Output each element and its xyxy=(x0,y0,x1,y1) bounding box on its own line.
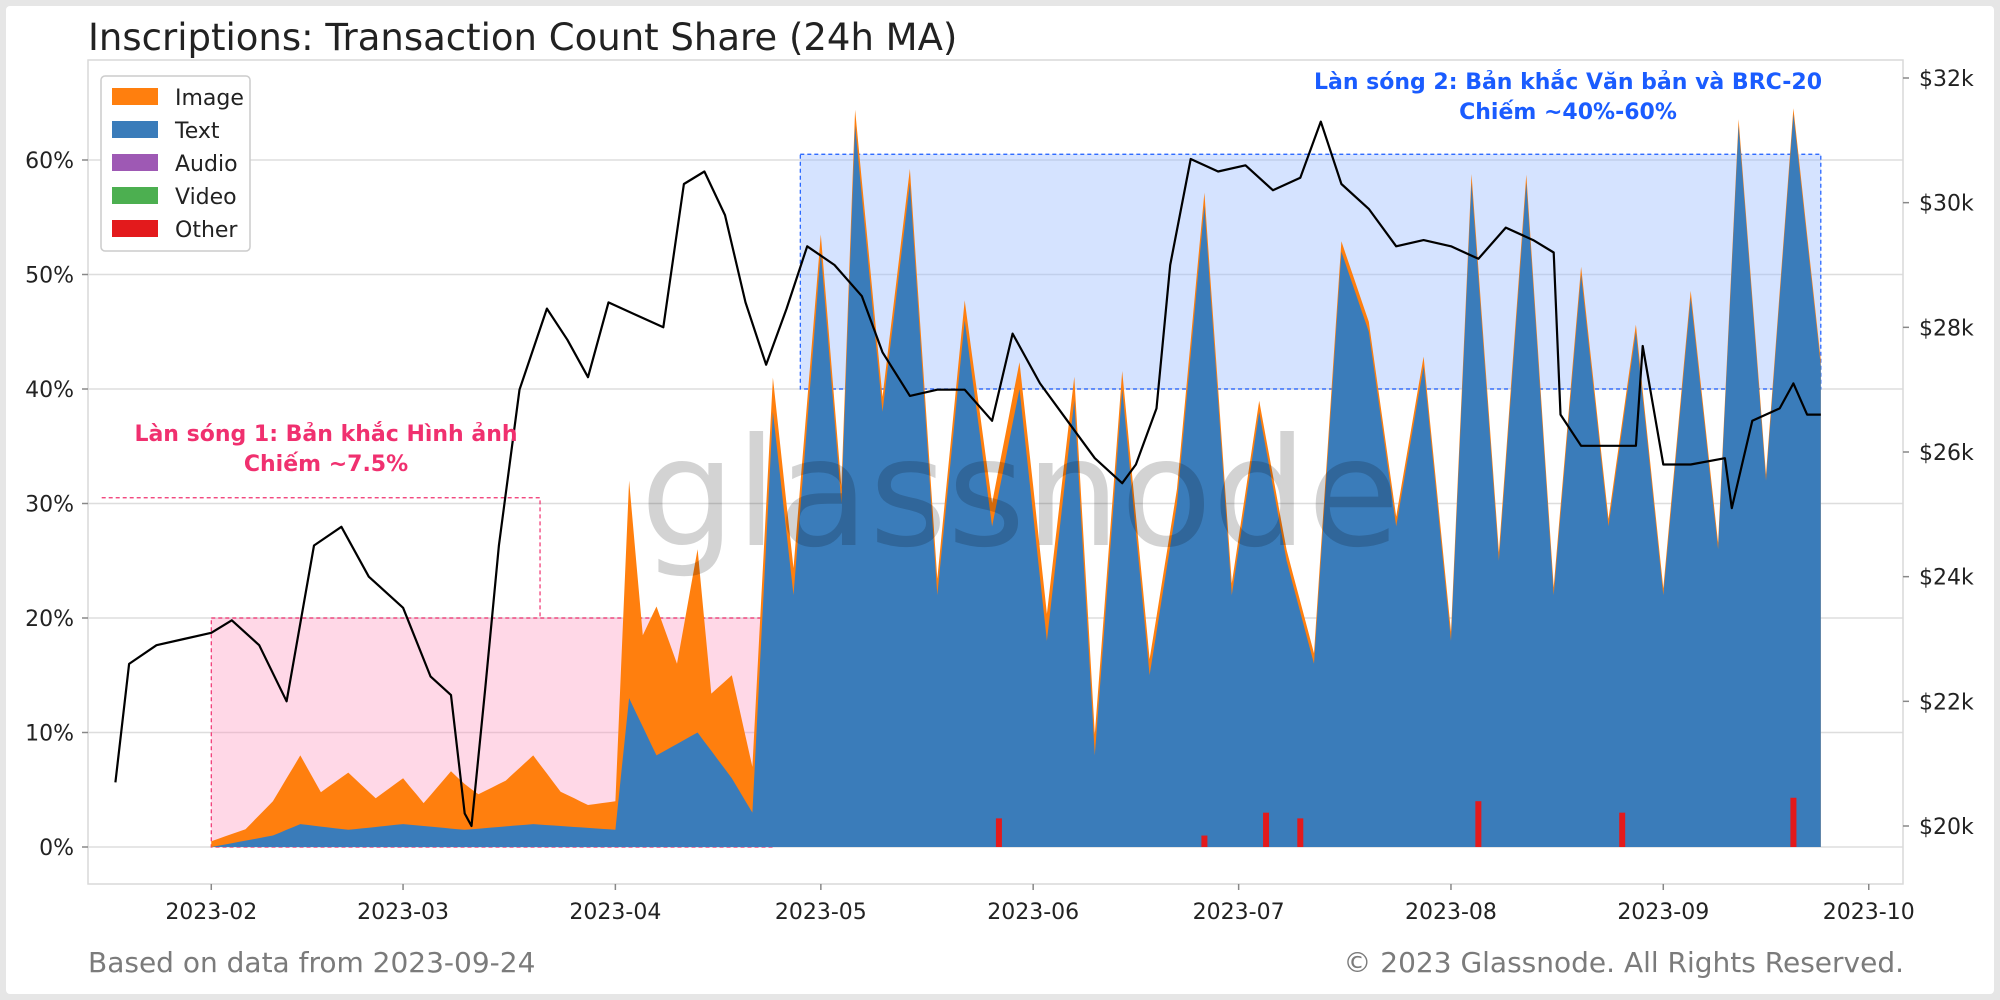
wave2-box xyxy=(799,153,1822,390)
legend-label-image: Image xyxy=(175,86,244,111)
wave1-label-line2: Chiếm ~7.5% xyxy=(244,452,408,477)
y-left-tick-label: 60% xyxy=(25,149,74,174)
series-other-bar xyxy=(1619,812,1626,847)
footer-source: Based on data from 2023-09-24 xyxy=(88,946,536,979)
x-tick-label: 2023-10 xyxy=(1823,900,1915,925)
wave2-annotation: Làn sóng 2: Bản khắc Văn bản và BRC-20 C… xyxy=(1314,69,1822,125)
series-other-bar xyxy=(1201,835,1208,847)
wave2-label-line2: Chiếm ~40%-60% xyxy=(1459,100,1677,125)
x-tick-label: 2023-09 xyxy=(1617,900,1709,925)
y-right-tick-label: $26k xyxy=(1919,441,1974,466)
wave2-label-line1: Làn sóng 2: Bản khắc Văn bản và BRC-20 xyxy=(1314,69,1822,95)
footer-copyright: © 2023 Glassnode. All Rights Reserved. xyxy=(1343,946,1904,979)
y-left-tick-label: 30% xyxy=(25,493,74,518)
y-left-tick-label: 40% xyxy=(25,378,74,403)
y-right-tick-label: $28k xyxy=(1919,316,1974,341)
x-tick-label: 2023-04 xyxy=(569,900,661,925)
wave1-label-line1: Làn sóng 1: Bản khắc Hình ảnh xyxy=(134,421,517,447)
legend-box xyxy=(100,75,251,252)
series-other-bar xyxy=(1297,818,1304,847)
legend-label-video: Video xyxy=(175,185,237,210)
price-line-group xyxy=(114,120,1821,828)
watermark: glassnode xyxy=(640,407,1399,581)
legend-label-other: Other xyxy=(175,218,238,243)
stacked-areas xyxy=(211,108,1821,848)
x-tick-label: 2023-08 xyxy=(1405,900,1497,925)
legend-swatch-audio xyxy=(112,154,158,171)
y-left-tick-label: 20% xyxy=(25,607,74,632)
legend-swatch-video xyxy=(112,187,158,204)
x-tick-label: 2023-05 xyxy=(775,900,867,925)
y-left-tick-label: 0% xyxy=(39,836,74,861)
legend-label-audio: Audio xyxy=(175,152,238,177)
price-line xyxy=(114,120,1821,828)
wave1-leader xyxy=(101,497,541,618)
y-right-tick-label: $20k xyxy=(1919,815,1974,840)
legend-swatch-other xyxy=(112,220,158,237)
x-tick-label: 2023-02 xyxy=(165,900,257,925)
x-tick-label: 2023-03 xyxy=(357,900,449,925)
y-left-tick-label: 50% xyxy=(25,264,74,289)
y-right-tick-label: $32k xyxy=(1919,67,1974,92)
y-right-tick-label: $24k xyxy=(1919,566,1974,591)
y-right-tick-label: $22k xyxy=(1919,690,1974,715)
plot-frame xyxy=(87,59,1904,885)
series-other-bar xyxy=(1790,797,1797,847)
series-other-bar xyxy=(1475,801,1482,847)
legend-swatch-text xyxy=(112,121,158,138)
wave1-annotation: Làn sóng 1: Bản khắc Hình ảnh Chiếm ~7.5… xyxy=(134,421,517,477)
y-left-tick-label: 10% xyxy=(25,722,74,747)
y-right-tick-label: $30k xyxy=(1919,192,1974,217)
series-other-bar xyxy=(995,818,1002,847)
series-text-area xyxy=(211,114,1821,847)
axis-ticks: 0% 10% 20% 30% 40% 50% 60% $20k $22k $24k $26k $28k… xyxy=(25,67,1974,925)
x-tick-label: 2023-07 xyxy=(1193,900,1285,925)
legend-swatch-image xyxy=(112,88,158,105)
legend: Image Text Audio Video Other xyxy=(100,75,251,252)
chart-title: Inscriptions: Transaction Count Share (2… xyxy=(88,16,958,59)
x-tick-label: 2023-06 xyxy=(987,900,1079,925)
legend-label-text: Text xyxy=(174,119,220,144)
series-other-bar xyxy=(1263,812,1270,847)
